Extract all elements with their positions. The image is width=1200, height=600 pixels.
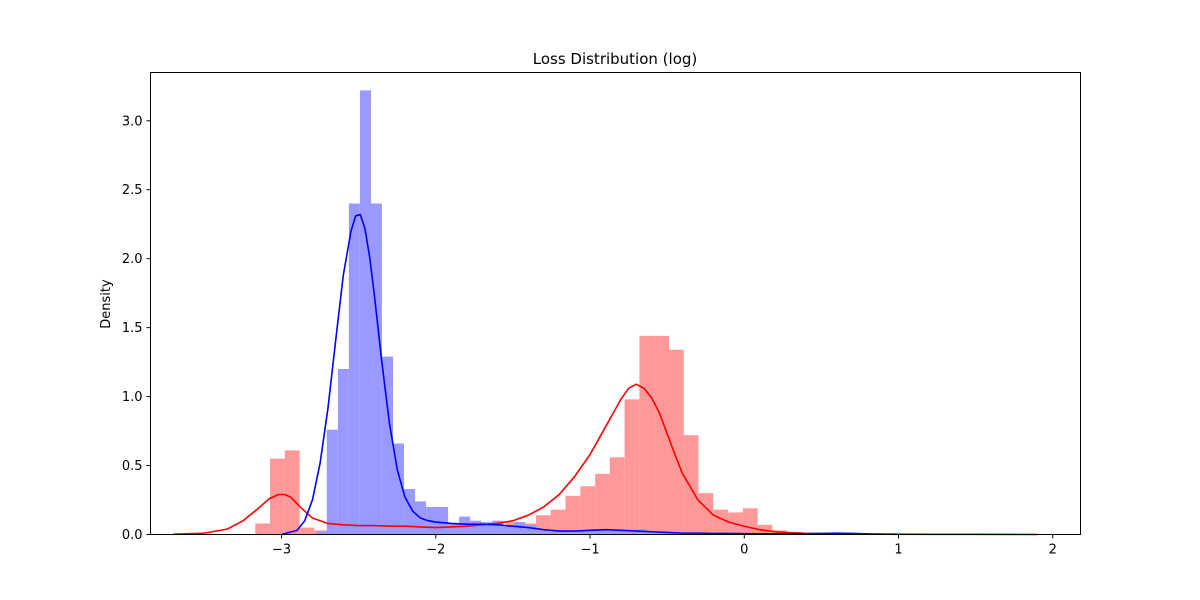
histogram-bar xyxy=(550,509,566,535)
histogram-bar xyxy=(565,495,581,535)
kde-curves xyxy=(173,213,1038,536)
histogram-bar xyxy=(348,203,360,535)
histogram-bar xyxy=(669,349,684,535)
histogram-bar xyxy=(514,522,526,535)
histogram-bar xyxy=(326,429,338,535)
x-tick-label: 1 xyxy=(894,543,902,558)
histogram-bar xyxy=(470,520,482,535)
histogram-bar xyxy=(742,508,758,535)
histogram-bar xyxy=(437,506,449,535)
y-tick-label: 3.0 xyxy=(122,114,143,129)
histogram-bar xyxy=(492,520,504,535)
histogram-bar xyxy=(683,435,699,535)
histogram-bar xyxy=(624,531,636,535)
histogram-bar xyxy=(392,443,404,535)
histogram-bar xyxy=(503,526,515,535)
x-tick-label: −1 xyxy=(580,543,599,558)
histogram-bar xyxy=(657,531,669,535)
histogram-bar xyxy=(654,335,669,535)
histogram-bar xyxy=(591,528,603,535)
histogram-bar xyxy=(547,531,559,535)
y-tick-label: 0.5 xyxy=(122,459,143,474)
histogram-bar xyxy=(270,458,285,535)
histogram-bar xyxy=(569,531,581,535)
y-tick-label: 1.5 xyxy=(122,321,143,336)
histogram-bar xyxy=(525,524,537,535)
y-tick-label: 2.5 xyxy=(122,183,143,198)
histogram-bar xyxy=(359,90,371,535)
histogram-bar xyxy=(337,369,349,535)
histogram-bar xyxy=(580,530,592,535)
chart-title: Loss Distribution (log) xyxy=(533,50,698,68)
histogram-bar xyxy=(558,530,570,535)
histogram-bar xyxy=(624,399,640,535)
y-tick-label: 1.0 xyxy=(122,390,143,405)
histogram-bar xyxy=(382,356,394,535)
kde-line xyxy=(281,213,899,536)
histogram-bar xyxy=(602,528,614,535)
histogram-bar xyxy=(646,531,658,535)
histogram-bar xyxy=(315,531,327,535)
y-tick-label: 0.0 xyxy=(122,528,143,543)
kde-line xyxy=(173,383,1038,536)
histogram-bar xyxy=(713,509,729,535)
x-tick-label: 2 xyxy=(1049,543,1057,558)
y-tick-label: 2.0 xyxy=(122,252,143,267)
x-tick-label: −3 xyxy=(272,543,291,558)
histogram-bar xyxy=(595,473,610,535)
x-tick-label: −2 xyxy=(426,543,445,558)
histogram-bar xyxy=(299,527,315,535)
histogram-bar xyxy=(613,530,625,535)
histogram-bar xyxy=(284,450,300,535)
histogram-bar xyxy=(609,457,625,535)
histogram-bar xyxy=(255,523,270,535)
tick-marks: −3 −2 −1 0 1 2 0.0 0.5 1.0 1.5 2.0 2.5 3.0 xyxy=(122,114,1057,557)
histogram-bar xyxy=(580,486,596,535)
y-axis-label: Density xyxy=(99,279,114,329)
histogram-bar xyxy=(404,488,416,535)
histogram-bar xyxy=(370,203,382,535)
histogram-bar xyxy=(448,523,460,535)
histogram-bar xyxy=(639,335,655,535)
x-tick-label: 0 xyxy=(740,543,748,558)
histogram-bar xyxy=(668,533,680,535)
histogram-bar xyxy=(536,530,548,535)
histogram-bar xyxy=(481,522,493,535)
plot-frame xyxy=(150,72,1081,535)
histogram-series-blue xyxy=(315,90,857,535)
